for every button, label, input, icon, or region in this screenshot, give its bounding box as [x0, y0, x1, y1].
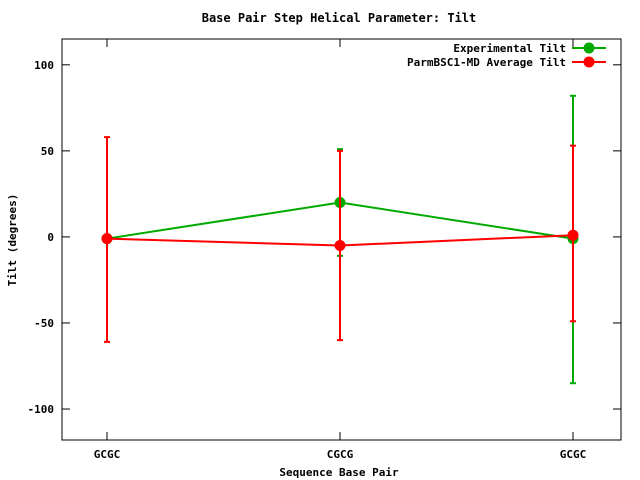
y-tick-label: 50 [41, 145, 54, 158]
y-tick-label: -100 [28, 403, 55, 416]
series-layer [101, 94, 579, 385]
series-1 [101, 136, 579, 343]
legend-swatch-marker [583, 42, 595, 54]
data-point [567, 229, 579, 241]
x-tick-label: GCGC [560, 448, 587, 461]
plot-frame [61, 38, 622, 441]
x-axis: GCGC CGCG GCGC [94, 39, 587, 461]
x-axis-label: Sequence Base Pair [279, 466, 399, 479]
legend-label: ParmBSC1-MD Average Tilt [407, 56, 566, 69]
y-axis-label: Tilt (degrees) [6, 194, 19, 287]
x-tick-label: GCGC [94, 448, 121, 461]
chart-title: Base Pair Step Helical Parameter: Tilt [202, 11, 477, 25]
y-tick-label: -50 [34, 317, 54, 330]
y-tick-label: 0 [47, 231, 54, 244]
legend-label: Experimental Tilt [453, 42, 566, 55]
data-point [101, 233, 113, 245]
x-tick-label: CGCG [327, 448, 354, 461]
y-tick-label: 100 [34, 59, 54, 72]
data-point [334, 240, 346, 252]
y-axis: -100 -50 0 50 100 [28, 59, 621, 416]
legend-swatch-marker [583, 56, 595, 68]
